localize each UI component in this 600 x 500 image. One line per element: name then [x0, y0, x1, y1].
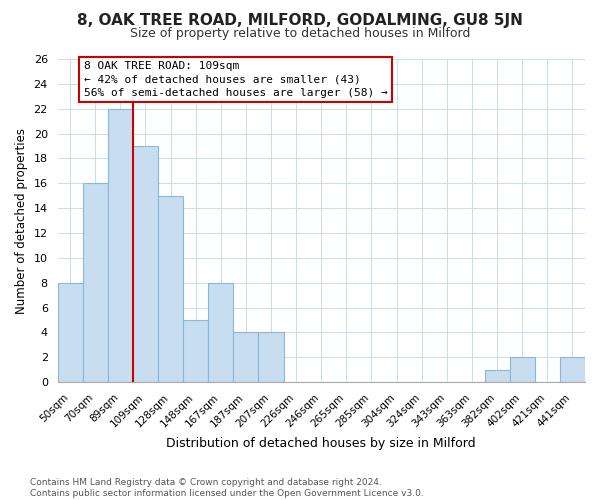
Bar: [108, 108, 133, 382]
Text: Contains HM Land Registry data © Crown copyright and database right 2024.
Contai: Contains HM Land Registry data © Crown c…: [30, 478, 424, 498]
Text: 8 OAK TREE ROAD: 109sqm
← 42% of detached houses are smaller (43)
56% of semi-de: 8 OAK TREE ROAD: 109sqm ← 42% of detache…: [84, 62, 388, 98]
Bar: [208, 282, 233, 382]
Bar: [560, 357, 585, 382]
Bar: [233, 332, 259, 382]
Bar: [183, 320, 208, 382]
Bar: [133, 146, 158, 382]
Y-axis label: Number of detached properties: Number of detached properties: [15, 128, 28, 314]
Bar: [485, 370, 509, 382]
Text: 8, OAK TREE ROAD, MILFORD, GODALMING, GU8 5JN: 8, OAK TREE ROAD, MILFORD, GODALMING, GU…: [77, 12, 523, 28]
Bar: [158, 196, 183, 382]
Text: Size of property relative to detached houses in Milford: Size of property relative to detached ho…: [130, 28, 470, 40]
Bar: [259, 332, 284, 382]
X-axis label: Distribution of detached houses by size in Milford: Distribution of detached houses by size …: [166, 437, 476, 450]
Bar: [58, 282, 83, 382]
Bar: [83, 184, 108, 382]
Bar: [509, 357, 535, 382]
